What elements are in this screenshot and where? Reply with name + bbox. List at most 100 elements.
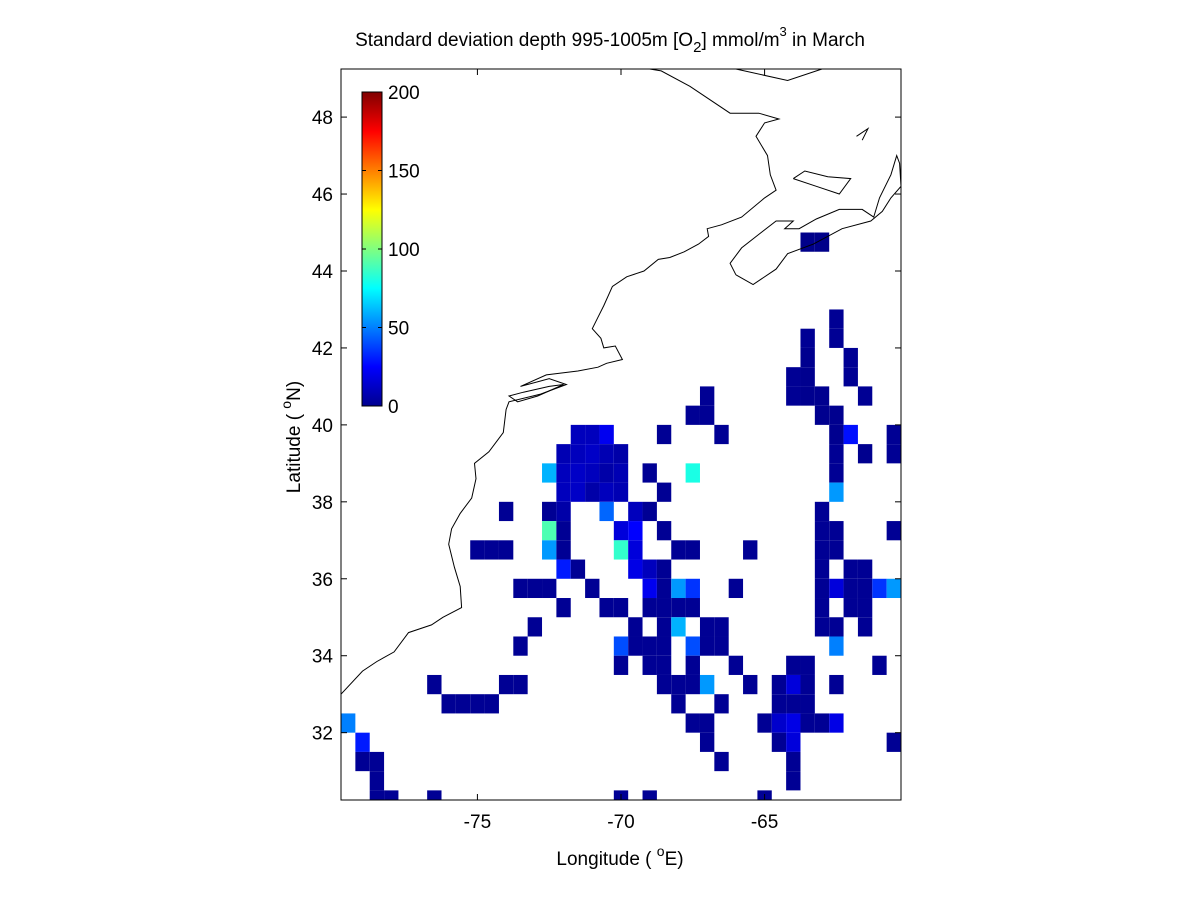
ylabel-suffix: N) xyxy=(284,380,305,401)
heatmap-cell xyxy=(814,713,830,733)
heatmap-cell xyxy=(671,540,686,560)
heatmap-cell xyxy=(671,617,686,637)
heatmap-cell xyxy=(800,328,815,348)
y-tick-label: 44 xyxy=(312,262,334,283)
heatmap-cell xyxy=(585,482,600,502)
heatmap-cell xyxy=(685,713,700,733)
heatmap-cell xyxy=(714,636,729,656)
heatmap-cell xyxy=(814,386,830,406)
x-axis-label: Longitude ( oE) xyxy=(470,843,770,871)
heatmap-cell xyxy=(527,617,543,637)
colorbar-tick-label: 200 xyxy=(388,83,420,104)
heatmap-cell xyxy=(628,636,643,656)
heatmap-cell xyxy=(656,598,672,618)
heatmap-cell xyxy=(829,540,844,560)
colorbar-ticks: 0 50 100 150 200 xyxy=(362,83,420,418)
axes-background xyxy=(341,69,901,800)
title-subscript: 2 xyxy=(693,39,702,56)
x-tick-label: -65 xyxy=(751,812,778,833)
heatmap-cell xyxy=(714,751,729,772)
coastline-segment xyxy=(729,154,902,286)
heatmap-cell xyxy=(470,694,485,714)
coastline-segment xyxy=(507,384,564,403)
heatmap-cell xyxy=(542,540,557,560)
heatmap-cell xyxy=(427,790,442,800)
heatmap-cell xyxy=(714,617,729,637)
heatmap-cell xyxy=(757,713,772,733)
heatmap-cell xyxy=(556,598,571,618)
heatmap-cell xyxy=(484,694,499,714)
heatmap-cell xyxy=(829,674,844,695)
heatmap-cell xyxy=(800,232,815,252)
y-tick-label: 40 xyxy=(312,416,333,437)
heatmap-cell xyxy=(613,540,629,560)
heatmap-cell xyxy=(685,655,700,675)
heatmap-cell xyxy=(771,694,787,714)
heatmap-cell xyxy=(570,444,586,464)
heatmap-cell xyxy=(743,674,758,695)
heatmap-cell xyxy=(355,751,370,772)
heatmap-cell xyxy=(714,424,729,445)
heatmap-cell xyxy=(786,751,801,772)
heatmap-cell xyxy=(786,674,801,695)
heatmap-cell xyxy=(843,578,858,599)
heatmap-cell xyxy=(786,771,801,791)
heatmap-cell xyxy=(685,405,700,425)
heatmap-cell xyxy=(857,617,873,637)
heatmap-cell xyxy=(498,674,514,695)
heatmap-cell xyxy=(886,444,901,464)
heatmap-cell xyxy=(671,694,686,714)
coastline-segment xyxy=(340,68,781,695)
heatmap-cell xyxy=(613,655,629,675)
heatmap-cell xyxy=(685,674,700,695)
heatmap-cell xyxy=(556,559,571,579)
heatmap-cell xyxy=(699,713,715,733)
heatmap-cell xyxy=(829,309,844,329)
heatmap-cell xyxy=(585,578,600,599)
heatmap-cell xyxy=(656,482,672,502)
heatmap-cell xyxy=(369,790,385,800)
colorbar-tick-label: 50 xyxy=(388,319,409,340)
heatmap-cell xyxy=(570,424,586,445)
heatmap-cell xyxy=(786,386,801,406)
heatmap-cell xyxy=(843,559,858,579)
heatmap-cell xyxy=(642,559,657,579)
xlabel-superscript: o xyxy=(656,843,665,859)
coastline-segment xyxy=(856,127,870,141)
heatmap-cell xyxy=(599,482,614,502)
heatmap-cell xyxy=(800,713,815,733)
heatmap-cell xyxy=(642,578,657,599)
heatmap-cell xyxy=(814,540,830,560)
heatmap-cell xyxy=(642,501,657,522)
heatmap-cell xyxy=(513,674,528,695)
heatmap-cell xyxy=(441,694,456,714)
heatmap-cell xyxy=(857,444,873,464)
heatmap-cell xyxy=(829,424,844,445)
heatmap-cell xyxy=(585,463,600,483)
y-tick-label: 36 xyxy=(312,570,333,591)
heatmap-cell xyxy=(384,790,399,800)
heatmap-cell xyxy=(714,694,729,714)
heatmap-cell xyxy=(771,713,787,733)
coastline xyxy=(340,68,902,695)
heatmap-cell xyxy=(814,559,830,579)
heatmap-cell xyxy=(656,636,672,656)
heatmap-cell xyxy=(728,578,744,599)
heatmap-cell xyxy=(814,521,830,541)
heatmap-cell xyxy=(786,694,801,714)
heatmap-cell xyxy=(814,405,830,425)
heatmap-cell xyxy=(656,655,672,675)
colorbar-tick-label: 0 xyxy=(388,397,399,418)
heatmap-cell xyxy=(829,521,844,541)
y-tick-label: 34 xyxy=(312,647,334,668)
heatmap-cell xyxy=(857,598,873,618)
heatmap-cell xyxy=(628,501,643,522)
heatmap-cell xyxy=(369,751,385,772)
heatmap-cell xyxy=(642,790,657,800)
heatmap-cell xyxy=(886,732,901,752)
heatmap-cell xyxy=(857,578,873,599)
heatmap-cell xyxy=(800,674,815,695)
heatmap-cell xyxy=(786,655,801,675)
xlabel-suffix: E) xyxy=(664,849,684,870)
